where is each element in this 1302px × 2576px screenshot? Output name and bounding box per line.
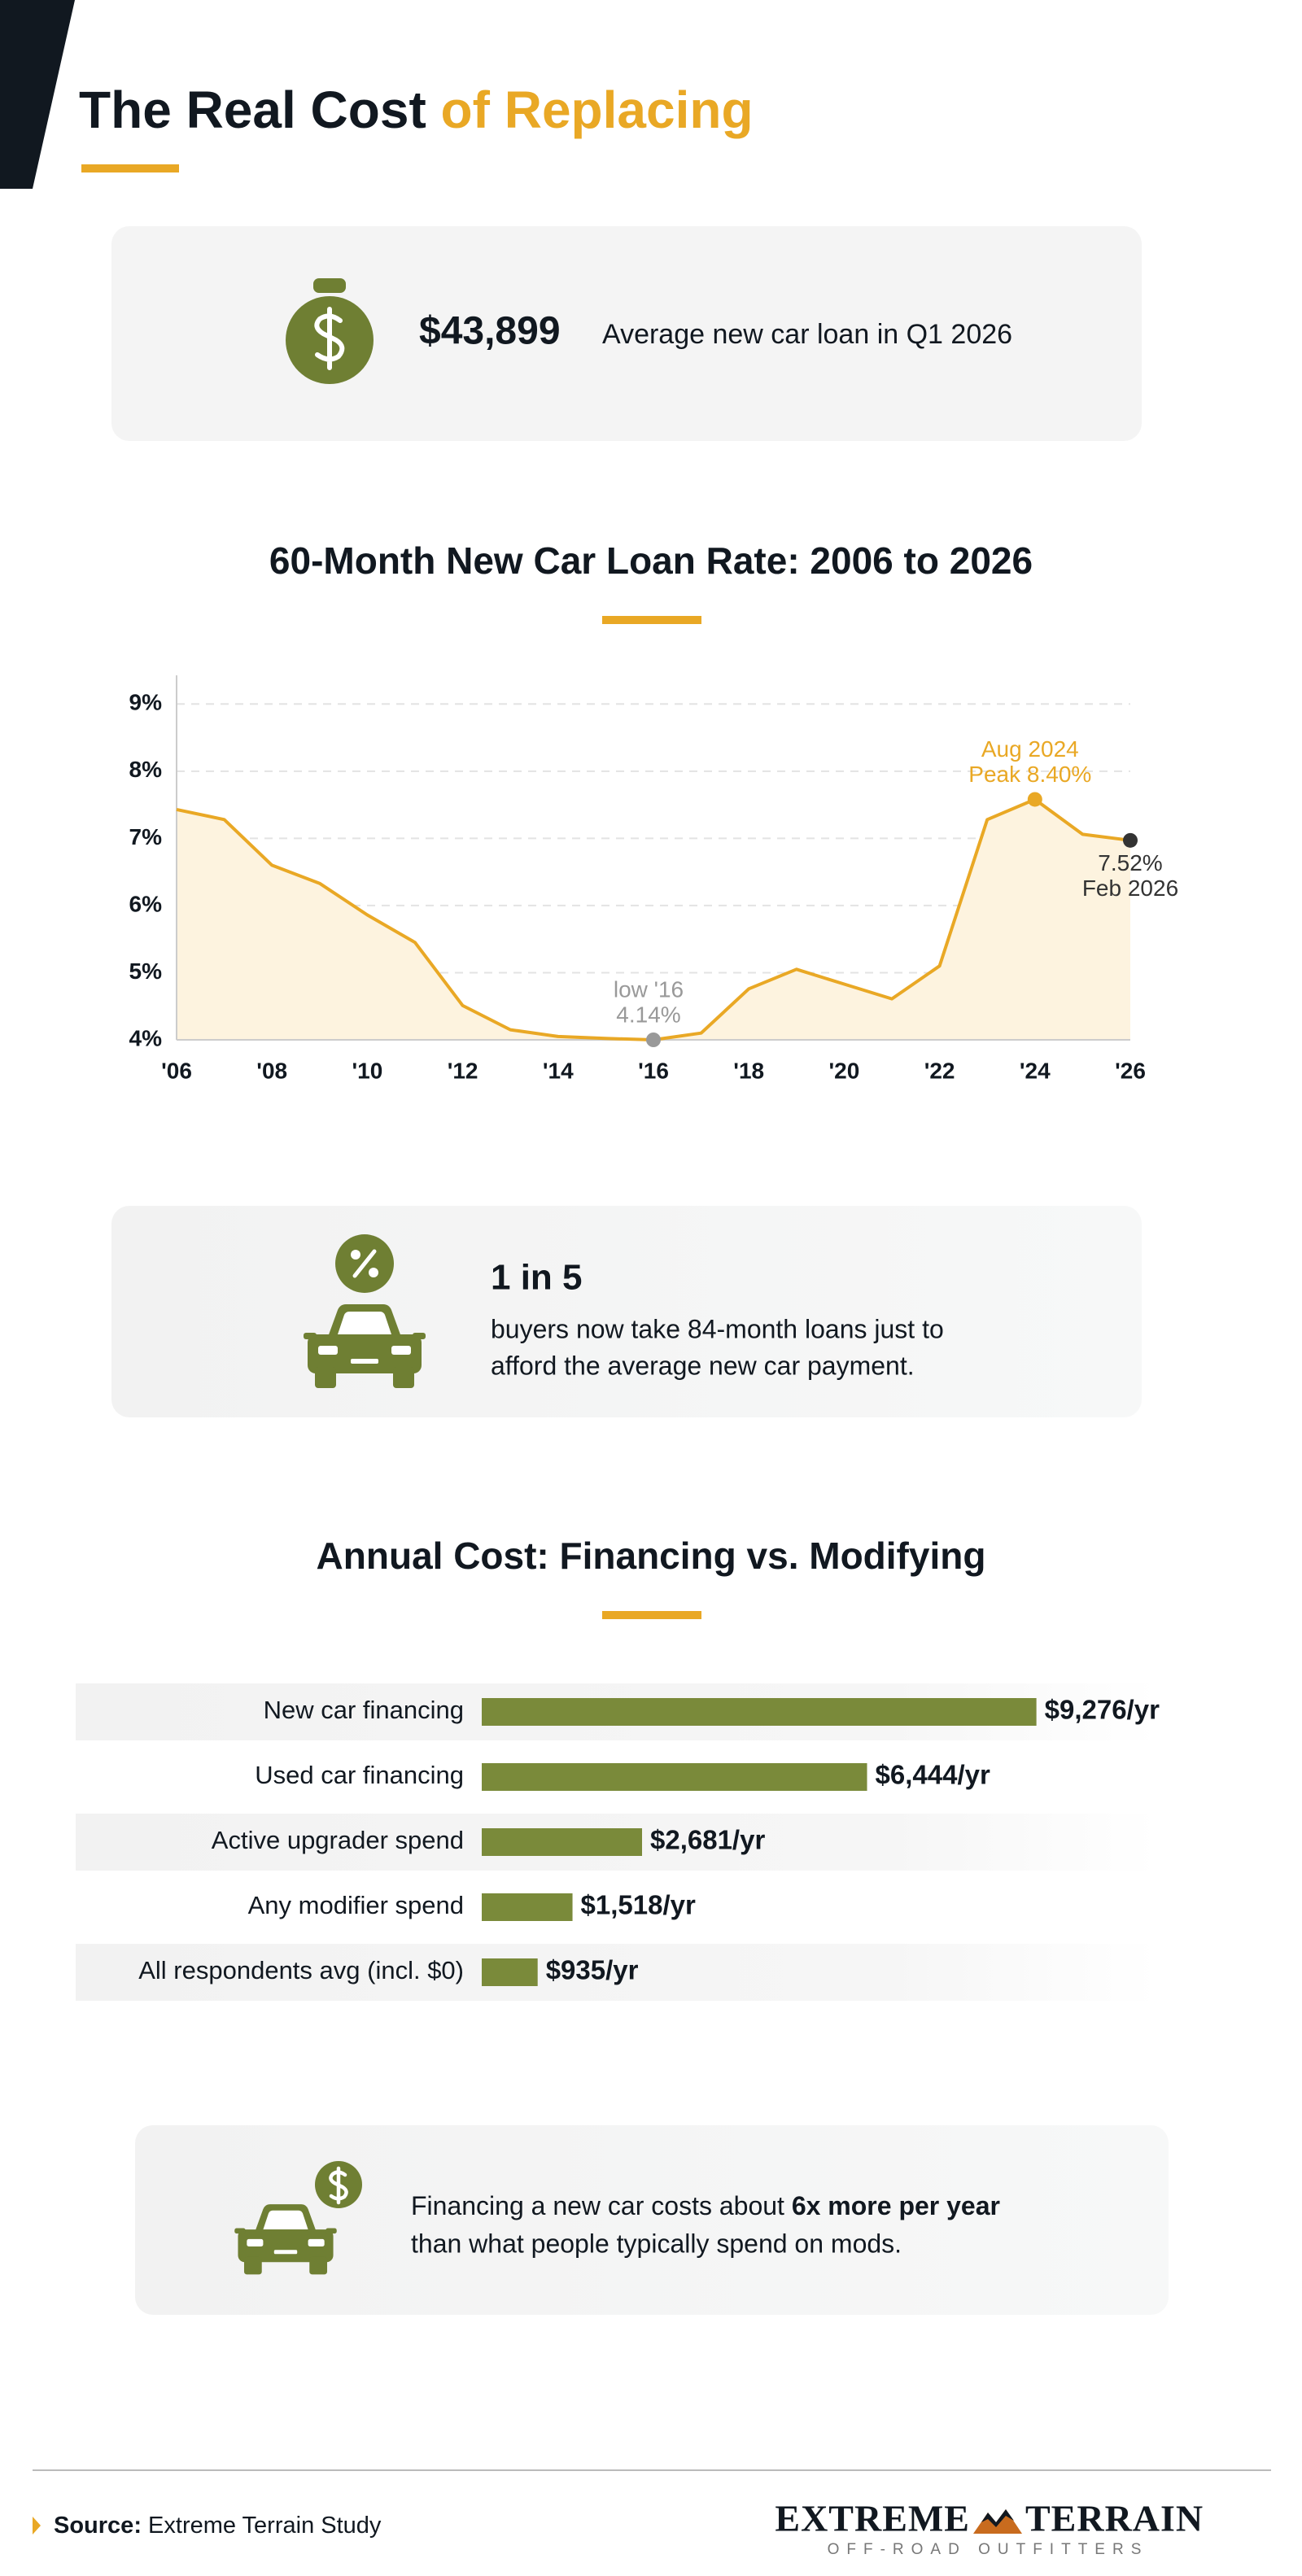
buyers-line: afford the average new car payment. <box>491 1351 915 1380</box>
x-tick-label: '06 <box>161 1058 192 1083</box>
buyers-headline: 1 in 5 <box>491 1258 583 1298</box>
x-tick-label: '08 <box>256 1058 287 1083</box>
line-chart: 4% 5% 6% 7% 8% 9% '06 '08 '10 '12 '14 '16 '18 '20 '22 '… <box>129 675 1178 1083</box>
annotation: 4.14% <box>616 1002 680 1027</box>
buyers-card <box>111 1206 1142 1417</box>
value-label: $935/yr <box>546 1955 639 1985</box>
source: Source: Extreme Terrain Study <box>54 2513 382 2539</box>
car-icon <box>304 1234 426 1388</box>
logo-right: TERRAIN <box>1025 2498 1204 2539</box>
loan-value: $43,899 <box>419 310 561 353</box>
title-accent: of Replacing <box>441 81 754 139</box>
x-tick-label: '20 <box>828 1058 859 1083</box>
bar <box>482 1958 538 1986</box>
title-main: The Real Cost <box>79 81 426 139</box>
y-tick-label: 5% <box>129 958 163 984</box>
logo-peak <box>981 2509 1014 2527</box>
annotation: low '16 <box>614 976 684 1002</box>
compare-bold: 6x more per year <box>792 2191 1000 2220</box>
annotation: Feb 2026 <box>1082 875 1178 901</box>
category-label: Any modifier spend <box>248 1891 464 1919</box>
loan-card <box>111 226 1142 441</box>
value-label: $6,444/yr <box>876 1760 990 1790</box>
bar-chart: New car financing $9,276/yr Used car finan… <box>76 1683 1160 2001</box>
y-tick-label: 7% <box>129 824 163 849</box>
x-tick-label: '26 <box>1115 1058 1146 1083</box>
compare-line: Financing a new car costs about 6x more … <box>411 2191 1000 2220</box>
area <box>177 799 1130 1040</box>
category-label: New car financing <box>264 1696 464 1724</box>
car-dollar-icon <box>234 2161 362 2275</box>
loan-text: Average new car loan in Q1 2026 <box>602 319 1012 350</box>
compare-text: Financing a new car costs about <box>411 2191 792 2220</box>
value-label: $2,681/yr <box>650 1825 765 1855</box>
annotation: Peak 8.40% <box>968 762 1091 787</box>
highlight-point <box>1027 792 1042 807</box>
title-underline <box>602 1611 701 1619</box>
compare-card <box>135 2125 1169 2315</box>
x-tick-label: '18 <box>733 1058 764 1083</box>
y-tick-label: 9% <box>129 690 163 715</box>
x-tick-label: '10 <box>352 1058 382 1083</box>
category-label: Active upgrader spend <box>212 1826 464 1854</box>
x-tick-label: '12 <box>448 1058 478 1083</box>
logo-left: EXTREME <box>775 2498 970 2539</box>
money-icon <box>286 278 374 384</box>
buyers-line: buyers now take 84-month loans just to <box>491 1314 944 1343</box>
title-underline <box>81 164 179 172</box>
annotation: Aug 2024 <box>981 736 1079 762</box>
title: The Real Cost of Replacing <box>79 81 754 139</box>
chart-title: Annual Cost: Financing vs. Modifying <box>317 1535 986 1577</box>
row-stripe <box>76 1944 1158 2001</box>
value-label: $9,276/yr <box>1045 1695 1160 1725</box>
category-label: Used car financing <box>255 1761 464 1789</box>
bar <box>482 1763 867 1791</box>
x-tick-label: '16 <box>638 1058 669 1083</box>
x-tick-label: '24 <box>1020 1058 1051 1083</box>
x-tick-label: '14 <box>543 1058 574 1083</box>
chart-title: 60-Month New Car Loan Rate: 2006 to 2026 <box>269 539 1033 582</box>
value-label: $1,518/yr <box>581 1890 696 1920</box>
x-tick-label: '22 <box>924 1058 955 1083</box>
y-tick-label: 6% <box>129 891 163 916</box>
source-label: Source: <box>54 2513 142 2539</box>
logo-sub: OFF-ROAD OUTFITTERS <box>828 2541 1149 2558</box>
source-text: Extreme Terrain Study <box>148 2513 382 2539</box>
source-marker <box>33 2517 41 2535</box>
y-tick-label: 4% <box>129 1025 163 1050</box>
y-tick-label: 8% <box>129 757 163 782</box>
bar <box>482 1698 1037 1726</box>
corner-shape <box>0 0 75 189</box>
compare-line: than what people typically spend on mods… <box>411 2229 902 2258</box>
annotation: 7.52% <box>1098 850 1162 875</box>
highlight-point <box>1123 832 1138 848</box>
category-label: All respondents avg (incl. $0) <box>138 1956 464 1984</box>
bar <box>482 1893 573 1921</box>
title-underline <box>602 616 701 624</box>
bar <box>482 1828 643 1856</box>
highlight-point <box>646 1033 661 1047</box>
